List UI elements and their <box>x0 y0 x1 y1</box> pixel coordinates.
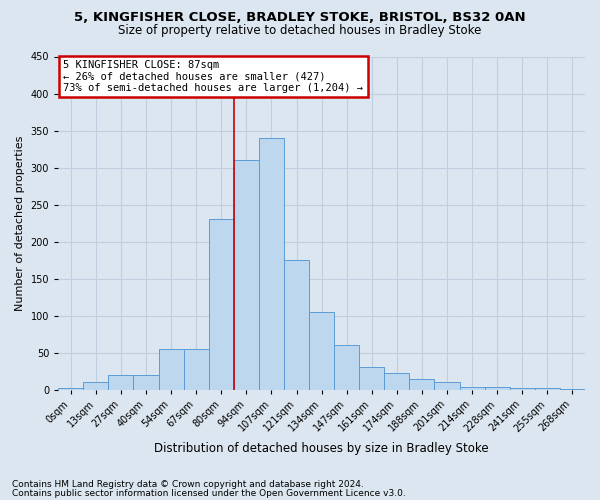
Bar <box>535 388 560 390</box>
Text: Contains HM Land Registry data © Crown copyright and database right 2024.: Contains HM Land Registry data © Crown c… <box>12 480 364 489</box>
Bar <box>510 388 535 390</box>
Bar <box>434 382 460 390</box>
Bar <box>259 138 284 390</box>
Text: Size of property relative to detached houses in Bradley Stoke: Size of property relative to detached ho… <box>118 24 482 37</box>
Bar <box>184 349 209 390</box>
Bar <box>385 374 409 390</box>
Text: 5 KINGFISHER CLOSE: 87sqm
← 26% of detached houses are smaller (427)
73% of semi: 5 KINGFISHER CLOSE: 87sqm ← 26% of detac… <box>64 60 364 93</box>
Bar <box>560 389 585 390</box>
Bar <box>334 345 359 390</box>
Bar <box>309 312 334 390</box>
Text: Contains public sector information licensed under the Open Government Licence v3: Contains public sector information licen… <box>12 488 406 498</box>
Bar <box>485 388 510 390</box>
Bar <box>359 368 385 390</box>
Bar <box>234 160 259 390</box>
Y-axis label: Number of detached properties: Number of detached properties <box>15 136 25 311</box>
Bar <box>158 349 184 390</box>
Bar <box>409 378 434 390</box>
Bar <box>109 375 133 390</box>
Text: 5, KINGFISHER CLOSE, BRADLEY STOKE, BRISTOL, BS32 0AN: 5, KINGFISHER CLOSE, BRADLEY STOKE, BRIS… <box>74 11 526 24</box>
Bar <box>460 388 485 390</box>
Bar <box>284 260 309 390</box>
X-axis label: Distribution of detached houses by size in Bradley Stoke: Distribution of detached houses by size … <box>154 442 489 455</box>
Bar <box>209 220 234 390</box>
Bar <box>133 375 158 390</box>
Bar <box>58 388 83 390</box>
Bar <box>83 382 109 390</box>
